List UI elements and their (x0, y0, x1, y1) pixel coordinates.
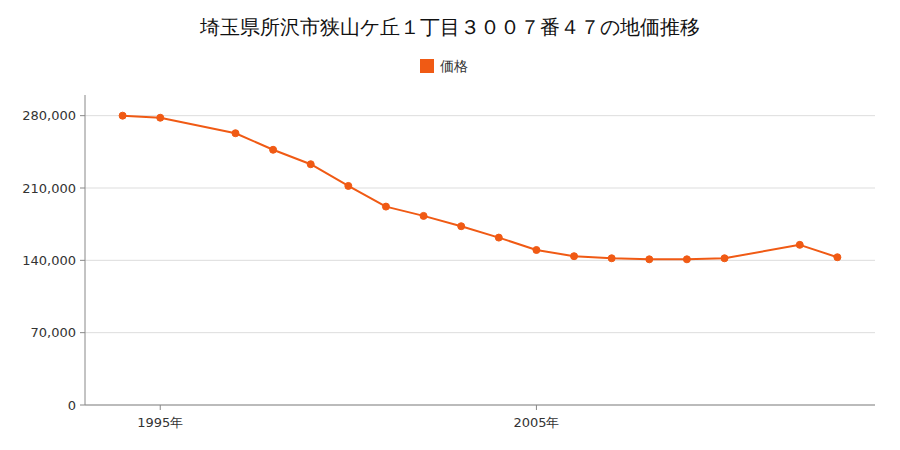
x-axis-line (85, 405, 875, 406)
x-tick-label: 1995年 (137, 415, 183, 430)
point (683, 256, 690, 263)
y-grid (85, 116, 875, 405)
x-tick-label: 2005年 (513, 415, 559, 430)
point (533, 247, 540, 254)
point (119, 112, 126, 119)
y-axis: 0 70,000 140,000 210,000 280,000 (22, 95, 85, 413)
grid-line (85, 260, 875, 261)
chart: 埼玉県所沢市狭山ケ丘１丁目３００７番４７の地価推移 0 70,000 140,000 2… (0, 0, 900, 450)
y-tick-label: 210,000 (22, 181, 76, 196)
point (608, 255, 615, 262)
legend-label: 価格 (440, 58, 468, 74)
grid-line (85, 115, 875, 116)
point (571, 253, 578, 260)
legend: 価格 (420, 58, 468, 74)
line (123, 116, 838, 260)
point (382, 203, 389, 210)
y-tick-label: 70,000 (31, 325, 77, 340)
grid-line (85, 405, 875, 406)
y-axis-line (85, 95, 86, 405)
grid-line (85, 188, 875, 189)
y-tick (80, 332, 85, 333)
y-tick-label: 280,000 (22, 108, 76, 123)
y-tick (80, 405, 85, 406)
y-tick (80, 260, 85, 261)
x-tick (160, 405, 161, 410)
point (345, 182, 352, 189)
y-tick-label: 140,000 (22, 253, 76, 268)
point (157, 114, 164, 121)
y-tick-label: 0 (68, 398, 76, 413)
point (232, 130, 239, 137)
y-tick (80, 188, 85, 189)
point (796, 241, 803, 248)
point (834, 254, 841, 261)
point (270, 146, 277, 153)
plot-data (119, 112, 841, 263)
legend-swatch (420, 59, 434, 73)
point (420, 212, 427, 219)
point (307, 161, 314, 168)
title: 埼玉県所沢市狭山ケ丘１丁目３００７番４７の地価推移 (199, 15, 700, 39)
point (721, 255, 728, 262)
point (458, 223, 465, 230)
y-tick (80, 115, 85, 116)
point (495, 234, 502, 241)
x-tick (536, 405, 537, 410)
grid-line (85, 332, 875, 333)
x-axis: 1995年 2005年 (85, 405, 875, 430)
point (646, 256, 653, 263)
